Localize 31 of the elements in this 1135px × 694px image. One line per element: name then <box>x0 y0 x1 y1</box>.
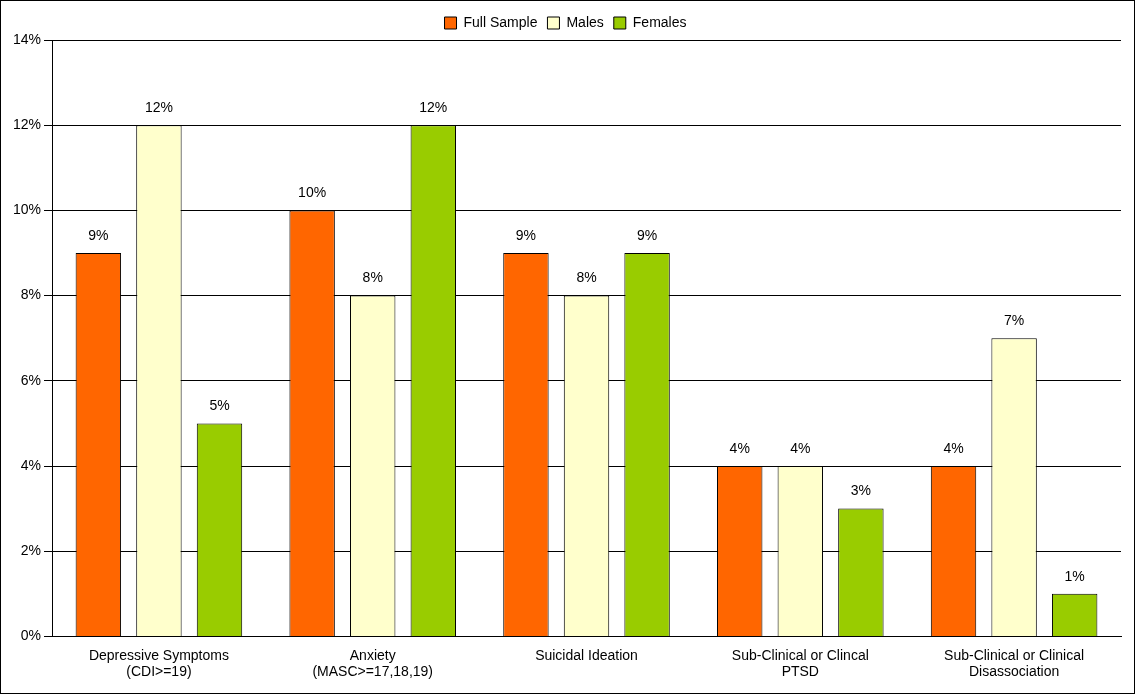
data-label: 1% <box>1064 567 1085 584</box>
x-tick-label: Sub-Clinical or Clinical Disassociation <box>944 646 1085 680</box>
y-tick-label: 14% <box>12 30 42 47</box>
x-tick-label: Suicidal Ideation <box>535 646 638 663</box>
data-label: 12% <box>144 99 173 116</box>
data-label: 3% <box>850 482 871 499</box>
data-label: 5% <box>209 397 230 414</box>
x-tick-label: Depressive Symptoms (CDI>=19) <box>88 646 229 680</box>
y-tick-label: 6% <box>20 371 42 388</box>
data-label: 7% <box>1003 312 1025 329</box>
data-label: 9% <box>515 226 537 243</box>
y-tick-label: 10% <box>12 201 42 218</box>
data-label: 4% <box>790 439 811 456</box>
x-tick-label: Anxiety (MASC>=17,18,19) <box>312 646 434 680</box>
data-label: 10% <box>298 184 327 201</box>
y-tick-label: 12% <box>12 116 42 133</box>
y-tick-label: 4% <box>20 456 42 473</box>
data-label: 9% <box>88 226 109 243</box>
data-label: 4% <box>943 439 964 456</box>
data-label: 8% <box>362 269 383 286</box>
data-label: 9% <box>636 226 658 243</box>
data-label: 4% <box>729 439 750 456</box>
y-tick-label: 0% <box>20 627 42 644</box>
data-label: 8% <box>576 269 597 286</box>
legend-label: Full Sample <box>463 13 538 30</box>
legend-label: Females <box>632 13 687 30</box>
x-tick-label: Sub-Clinical or Clincal PTSD <box>731 646 869 680</box>
y-tick-label: 8% <box>20 286 42 303</box>
data-label: 12% <box>419 99 448 116</box>
y-tick-label: 2% <box>20 542 42 559</box>
legend-label: Males <box>566 13 604 30</box>
